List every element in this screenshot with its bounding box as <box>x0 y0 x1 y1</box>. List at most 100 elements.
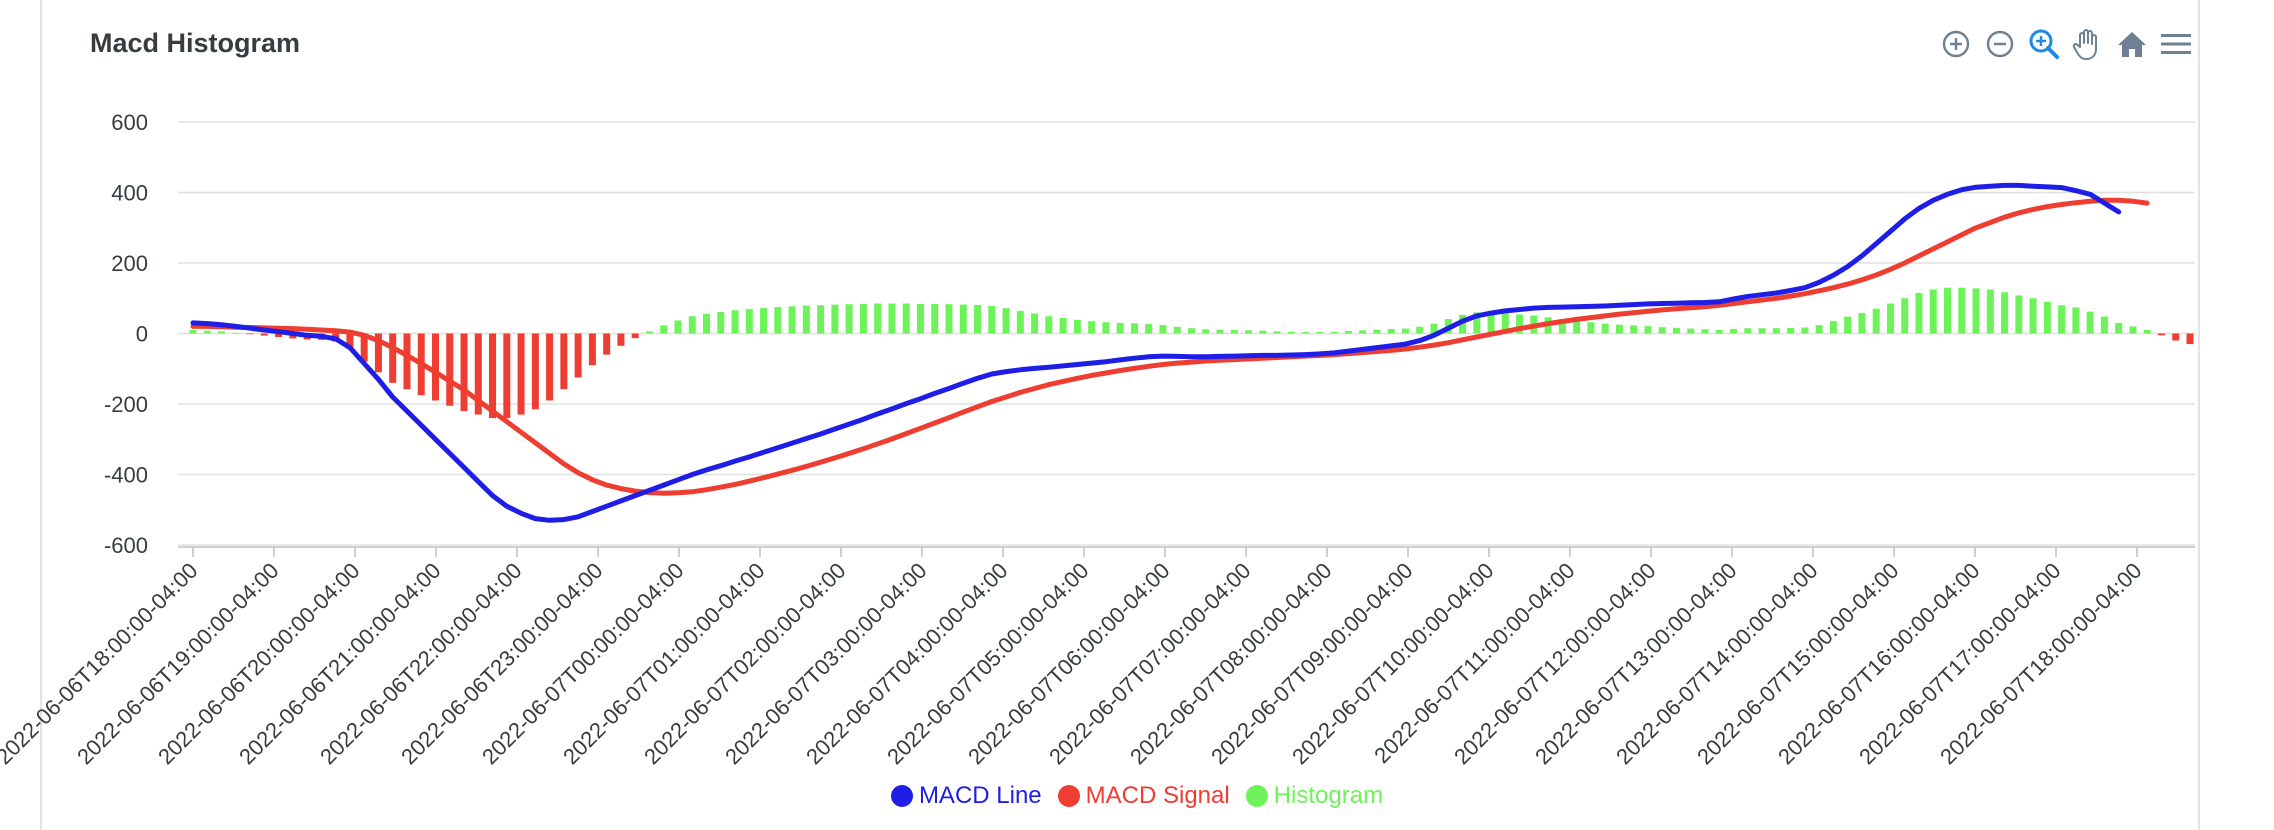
legend-item-histogram[interactable]: Histogram <box>1245 782 1383 810</box>
histogram-bar <box>1245 330 1253 334</box>
histogram-bar <box>802 305 810 334</box>
histogram-bar <box>1002 308 1010 334</box>
histogram-bar <box>1687 328 1695 334</box>
y-tick-label: -600 <box>104 533 148 558</box>
histogram-bar <box>902 303 910 334</box>
histogram-bar <box>489 333 497 419</box>
histogram-bar <box>1287 331 1295 334</box>
histogram-bar <box>1401 328 1409 334</box>
histogram-bar <box>1672 327 1680 334</box>
histogram-bar <box>1615 324 1623 334</box>
chart-toolbar <box>1938 24 2202 64</box>
histogram-bar <box>631 333 639 339</box>
histogram-bar <box>1958 287 1966 334</box>
legend-marker <box>890 785 913 807</box>
histogram-bar <box>1744 328 1752 334</box>
histogram-bar <box>2015 295 2023 334</box>
histogram-bar <box>617 333 625 346</box>
histogram-bar <box>1516 314 1524 334</box>
histogram-bar <box>1558 319 1566 334</box>
histogram-bar <box>1188 328 1195 334</box>
zoom-select-button[interactable] <box>2026 26 2062 62</box>
histogram-bar <box>1929 289 1937 334</box>
histogram-bar <box>474 333 482 415</box>
histogram-bar <box>1430 323 1438 334</box>
histogram-bar <box>731 310 739 334</box>
histogram-bar <box>1145 323 1153 334</box>
histogram-bar <box>760 308 768 334</box>
y-tick-label: -200 <box>104 392 148 417</box>
histogram-bar <box>1088 321 1096 334</box>
zoom-in-button[interactable] <box>1938 26 1974 62</box>
menu-button[interactable] <box>2158 26 2194 62</box>
histogram-bar <box>717 311 725 334</box>
histogram-bar <box>888 303 896 334</box>
histogram-bar <box>1487 312 1495 334</box>
histogram-bar <box>2001 292 2009 334</box>
histogram-bar <box>1059 317 1067 334</box>
histogram-bar <box>2172 333 2180 341</box>
histogram-bar <box>931 303 939 334</box>
histogram-bar <box>2115 322 2123 334</box>
histogram-bar <box>1230 329 1238 334</box>
histogram-bar <box>916 303 924 334</box>
histogram-bar <box>788 306 796 334</box>
histogram-bar <box>2143 329 2151 334</box>
histogram-bar <box>531 333 539 410</box>
legend-label: MACD Line <box>918 782 1042 809</box>
histogram-bar <box>959 304 967 334</box>
histogram-bar <box>1273 331 1281 334</box>
histogram-bar <box>1202 329 1210 334</box>
legend-item-macd-line[interactable]: MACD Line <box>890 782 1042 810</box>
histogram-bar <box>1501 313 1509 334</box>
histogram-bar <box>203 330 211 334</box>
histogram-bar <box>1730 328 1738 334</box>
zoom-out-button[interactable] <box>1982 26 2018 62</box>
histogram-bar <box>988 306 996 334</box>
histogram-bar <box>2129 326 2137 334</box>
histogram-bar <box>1601 323 1609 334</box>
histogram-bar <box>2100 316 2108 334</box>
histogram-bar <box>1658 327 1666 334</box>
histogram-bar <box>1872 308 1880 334</box>
histogram-bar <box>1829 321 1837 334</box>
histogram-bar <box>503 333 511 419</box>
histogram-bar <box>1715 329 1723 334</box>
histogram-bar <box>275 333 283 338</box>
series-line-macd-signal <box>190 197 2150 496</box>
histogram-bar <box>1359 330 1367 334</box>
histogram-bar <box>2186 333 2194 345</box>
histogram-bar <box>1915 292 1923 334</box>
histogram-bar <box>1972 288 1980 334</box>
histogram-bar <box>745 309 753 334</box>
y-tick-label: 200 <box>111 251 148 276</box>
chart-card <box>40 0 2200 830</box>
histogram-bar <box>1173 326 1181 334</box>
zoom-select-icon <box>2029 29 2059 59</box>
y-tick-label: 0 <box>136 322 148 347</box>
histogram-bar <box>403 333 411 390</box>
histogram-bar <box>574 333 582 378</box>
histogram-bar <box>431 333 439 401</box>
histogram-bar <box>1159 325 1167 334</box>
histogram-bar <box>260 333 268 336</box>
histogram-bar <box>845 304 853 334</box>
histogram-bar <box>859 303 867 334</box>
histogram-bar <box>2086 311 2094 334</box>
legend-item-macd-signal[interactable]: MACD Signal <box>1057 782 1230 810</box>
histogram-bar <box>974 304 982 334</box>
legend-marker <box>1245 785 1268 807</box>
reset-zoom-button[interactable] <box>2114 26 2150 62</box>
histogram-bar <box>1801 327 1809 334</box>
histogram-bar <box>1302 332 1310 334</box>
histogram-bar <box>603 333 611 355</box>
histogram-bar <box>1815 325 1823 334</box>
histogram-bar <box>1573 320 1581 334</box>
histogram-bar <box>1901 298 1909 334</box>
pan-button[interactable] <box>2070 26 2106 62</box>
histogram-bar <box>2029 298 2037 334</box>
histogram-bar <box>1758 328 1766 334</box>
histogram-bar <box>1102 322 1110 334</box>
histogram-bar <box>1787 327 1795 334</box>
